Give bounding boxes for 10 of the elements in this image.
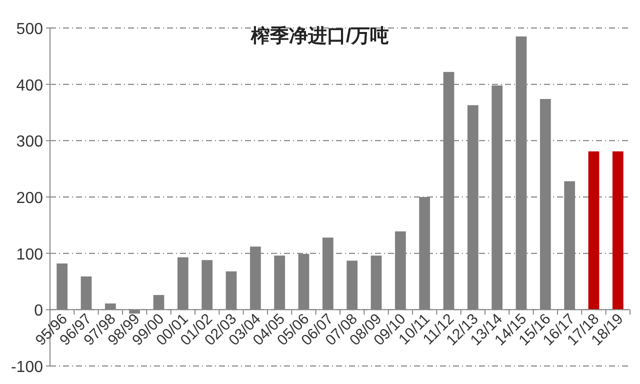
- y-tick-label: 200: [16, 190, 44, 207]
- y-tick-label: 300: [16, 134, 44, 151]
- y-tick-label: 0: [34, 302, 44, 320]
- y-tick-label: 400: [16, 77, 44, 94]
- chart-title: 榨季净进口/万吨: [250, 25, 390, 47]
- y-tick-label: 100: [16, 246, 44, 264]
- bar: [588, 151, 600, 310]
- y-tick-label: -100: [10, 359, 44, 376]
- bar: [612, 151, 624, 310]
- y-tick-label: 500: [16, 21, 44, 38]
